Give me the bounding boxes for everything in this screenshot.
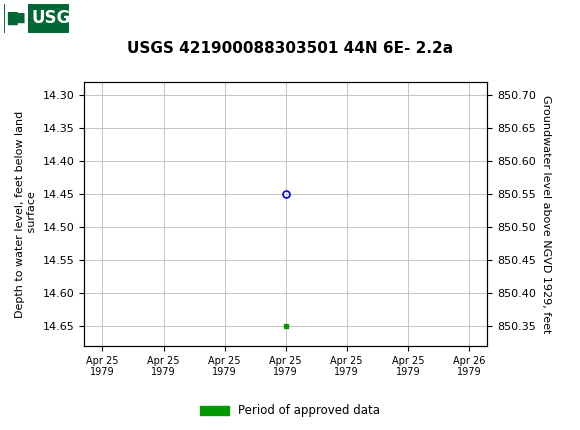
Bar bbox=[5, 3, 28, 34]
FancyBboxPatch shape bbox=[3, 3, 70, 34]
Text: USGS: USGS bbox=[32, 9, 83, 27]
Text: USGS 421900088303501 44N 6E- 2.2a: USGS 421900088303501 44N 6E- 2.2a bbox=[127, 41, 453, 56]
Text: █: █ bbox=[7, 12, 17, 25]
Y-axis label: Groundwater level above NGVD 1929, feet: Groundwater level above NGVD 1929, feet bbox=[541, 95, 552, 333]
Legend: Period of approved data: Period of approved data bbox=[195, 399, 385, 422]
Y-axis label: Depth to water level, feet below land
 surface: Depth to water level, feet below land su… bbox=[15, 111, 37, 317]
Text: █: █ bbox=[16, 13, 24, 23]
